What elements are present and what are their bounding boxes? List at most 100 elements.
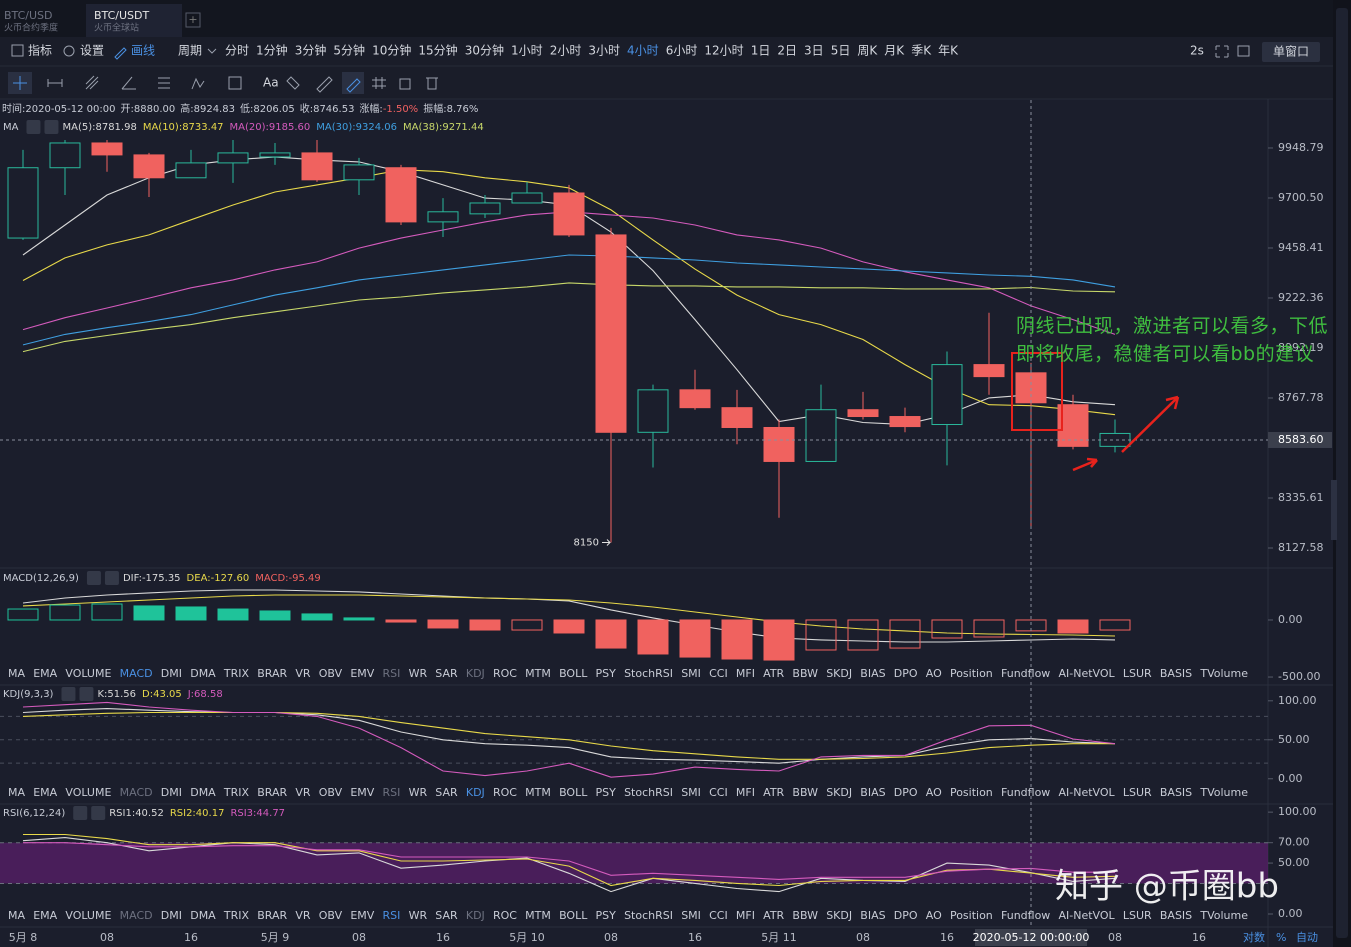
range-tool[interactable] bbox=[47, 79, 63, 87]
snapshot-icon[interactable] bbox=[1237, 45, 1250, 57]
indicator-tab[interactable]: ROC bbox=[493, 909, 517, 922]
period-option[interactable]: 2日 bbox=[777, 44, 797, 58]
delete-tool[interactable] bbox=[426, 77, 438, 90]
indicator-tab[interactable]: EMV bbox=[350, 786, 374, 799]
indicator-tab[interactable]: BBW bbox=[792, 786, 818, 799]
indicator-tab[interactable]: OBV bbox=[319, 667, 343, 680]
refresh-rate[interactable]: 2s bbox=[1190, 44, 1204, 58]
indicator-tab[interactable]: ATR bbox=[763, 909, 784, 922]
draw-icon[interactable] bbox=[114, 47, 127, 60]
angle-tool[interactable] bbox=[121, 76, 136, 90]
period-option[interactable]: 4小时 bbox=[627, 44, 659, 58]
indicator-tab[interactable]: SKDJ bbox=[826, 667, 852, 680]
toolbar-button[interactable]: 指标 bbox=[28, 43, 52, 58]
legend-icon[interactable] bbox=[44, 120, 59, 134]
indicator-tab[interactable]: TVolume bbox=[1199, 667, 1248, 680]
indicator-tab[interactable]: MTM bbox=[525, 909, 551, 922]
indicator-tab[interactable]: AI-NetVOL bbox=[1059, 786, 1116, 799]
legend-icon[interactable] bbox=[26, 120, 41, 134]
indicator-tab[interactable]: AO bbox=[926, 786, 942, 799]
indicator-tab[interactable]: EMV bbox=[350, 667, 374, 680]
indicator-tab[interactable]: LSUR bbox=[1123, 786, 1152, 799]
indicator-tab[interactable]: VOLUME bbox=[65, 786, 111, 799]
toolbar-button[interactable]: 设置 bbox=[80, 44, 104, 58]
indicator-tab[interactable]: BASIS bbox=[1160, 667, 1192, 680]
period-option[interactable]: 30分钟 bbox=[465, 43, 504, 58]
indicator-tab[interactable]: ATR bbox=[763, 786, 784, 799]
indicator-tab[interactable]: SMI bbox=[681, 667, 701, 680]
indicator-tab[interactable]: DPO bbox=[894, 909, 918, 922]
indicator-tab[interactable]: VOLUME bbox=[65, 909, 111, 922]
indicator-tab[interactable]: LSUR bbox=[1123, 667, 1152, 680]
indicator-tab[interactable]: TVolume bbox=[1199, 786, 1248, 799]
period-option[interactable]: 分时 bbox=[225, 44, 249, 58]
indicator-tab[interactable]: EMA bbox=[33, 786, 57, 799]
indicator-tab[interactable]: SKDJ bbox=[826, 909, 852, 922]
indicator-tab[interactable]: BIAS bbox=[860, 667, 885, 680]
period-option[interactable]: 1分钟 bbox=[256, 43, 288, 58]
indicator-tab[interactable]: DMI bbox=[161, 909, 182, 922]
fullscreen-icon[interactable] bbox=[1215, 45, 1229, 58]
toolbar-button[interactable]: 画线 bbox=[131, 44, 155, 58]
indicator-tab[interactable]: AO bbox=[926, 909, 942, 922]
period-option[interactable]: 3分钟 bbox=[295, 43, 327, 58]
indicator-tab[interactable]: DMA bbox=[190, 786, 216, 799]
pen-tool[interactable] bbox=[346, 78, 361, 93]
indicator-tab[interactable]: ATR bbox=[763, 667, 784, 680]
indicator-tab[interactable]: MA bbox=[8, 667, 25, 680]
indicator-tab[interactable]: SMI bbox=[681, 909, 701, 922]
legend-icon[interactable] bbox=[86, 571, 101, 585]
period-option[interactable]: 月K bbox=[884, 44, 905, 58]
indicator-tab[interactable]: Position bbox=[950, 909, 993, 922]
indicator-tab[interactable]: MACD bbox=[120, 667, 153, 680]
indicator-tab[interactable]: TRIX bbox=[223, 786, 250, 799]
indicator-tab[interactable]: KDJ bbox=[466, 909, 485, 922]
period-option[interactable]: 12小时 bbox=[704, 44, 743, 58]
indicator-tab[interactable]: WR bbox=[409, 786, 428, 799]
lines-tool[interactable] bbox=[85, 75, 99, 90]
legend-icon[interactable] bbox=[73, 806, 88, 820]
text-tool[interactable]: Aa bbox=[263, 76, 279, 90]
indicator-tab[interactable]: BASIS bbox=[1160, 909, 1192, 922]
indicator-tab[interactable]: LSUR bbox=[1123, 909, 1152, 922]
indicator-tab[interactable]: MA bbox=[8, 786, 25, 799]
add-tab-icon[interactable]: + bbox=[188, 13, 197, 26]
tab-title[interactable]: BTC/USDT bbox=[94, 9, 150, 22]
indicator-tab[interactable]: DMA bbox=[190, 667, 216, 680]
indicator-tab[interactable]: ROC bbox=[493, 786, 517, 799]
period-option[interactable]: 周K bbox=[857, 44, 878, 58]
indicator-tab[interactable]: EMA bbox=[33, 909, 57, 922]
indicator-tab[interactable]: Fundflow bbox=[1001, 786, 1050, 799]
indicator-tab[interactable]: SMI bbox=[681, 786, 701, 799]
indicator-tab[interactable]: MTM bbox=[525, 786, 551, 799]
indicator-tab[interactable]: RSI bbox=[383, 786, 401, 799]
indicator-tab[interactable]: BBW bbox=[792, 667, 818, 680]
scroll-handle[interactable] bbox=[1331, 480, 1337, 540]
period-option[interactable]: 15分钟 bbox=[418, 43, 457, 58]
lock-tool[interactable] bbox=[399, 78, 411, 90]
indicator-tab[interactable]: Position bbox=[950, 667, 993, 680]
indicator-tab[interactable]: MA bbox=[8, 909, 25, 922]
indicator-tab[interactable]: DPO bbox=[894, 667, 918, 680]
indicator-tab[interactable]: SKDJ bbox=[826, 786, 852, 799]
tab-subtitle[interactable]: 火币全球站 bbox=[94, 22, 139, 34]
indicator-tab[interactable]: AI-NetVOL bbox=[1059, 667, 1116, 680]
legend-icon[interactable] bbox=[91, 806, 106, 820]
indicator-tab[interactable]: BIAS bbox=[860, 909, 885, 922]
indicator-tab[interactable]: BASIS bbox=[1160, 786, 1192, 799]
indicator-tab[interactable]: BOLL bbox=[559, 667, 588, 680]
settings-icon[interactable] bbox=[63, 45, 75, 57]
period-option[interactable]: 10分钟 bbox=[372, 43, 411, 58]
indicator-tab[interactable]: EMV bbox=[350, 909, 374, 922]
window-button[interactable] bbox=[1262, 42, 1320, 62]
indicator-tab[interactable]: BOLL bbox=[559, 909, 588, 922]
indicator-tab[interactable]: VR bbox=[295, 667, 311, 680]
indicator-tab[interactable]: MACD bbox=[120, 786, 153, 799]
legend-icon[interactable] bbox=[61, 687, 76, 701]
draw-tools[interactable] bbox=[8, 72, 438, 94]
legend-icon[interactable] bbox=[79, 687, 94, 701]
indicator-tab[interactable]: VR bbox=[295, 909, 311, 922]
period-option[interactable]: 1日 bbox=[751, 44, 771, 58]
period-option[interactable]: 1小时 bbox=[511, 44, 543, 58]
indicator-tab[interactable]: BRAR bbox=[257, 909, 287, 922]
